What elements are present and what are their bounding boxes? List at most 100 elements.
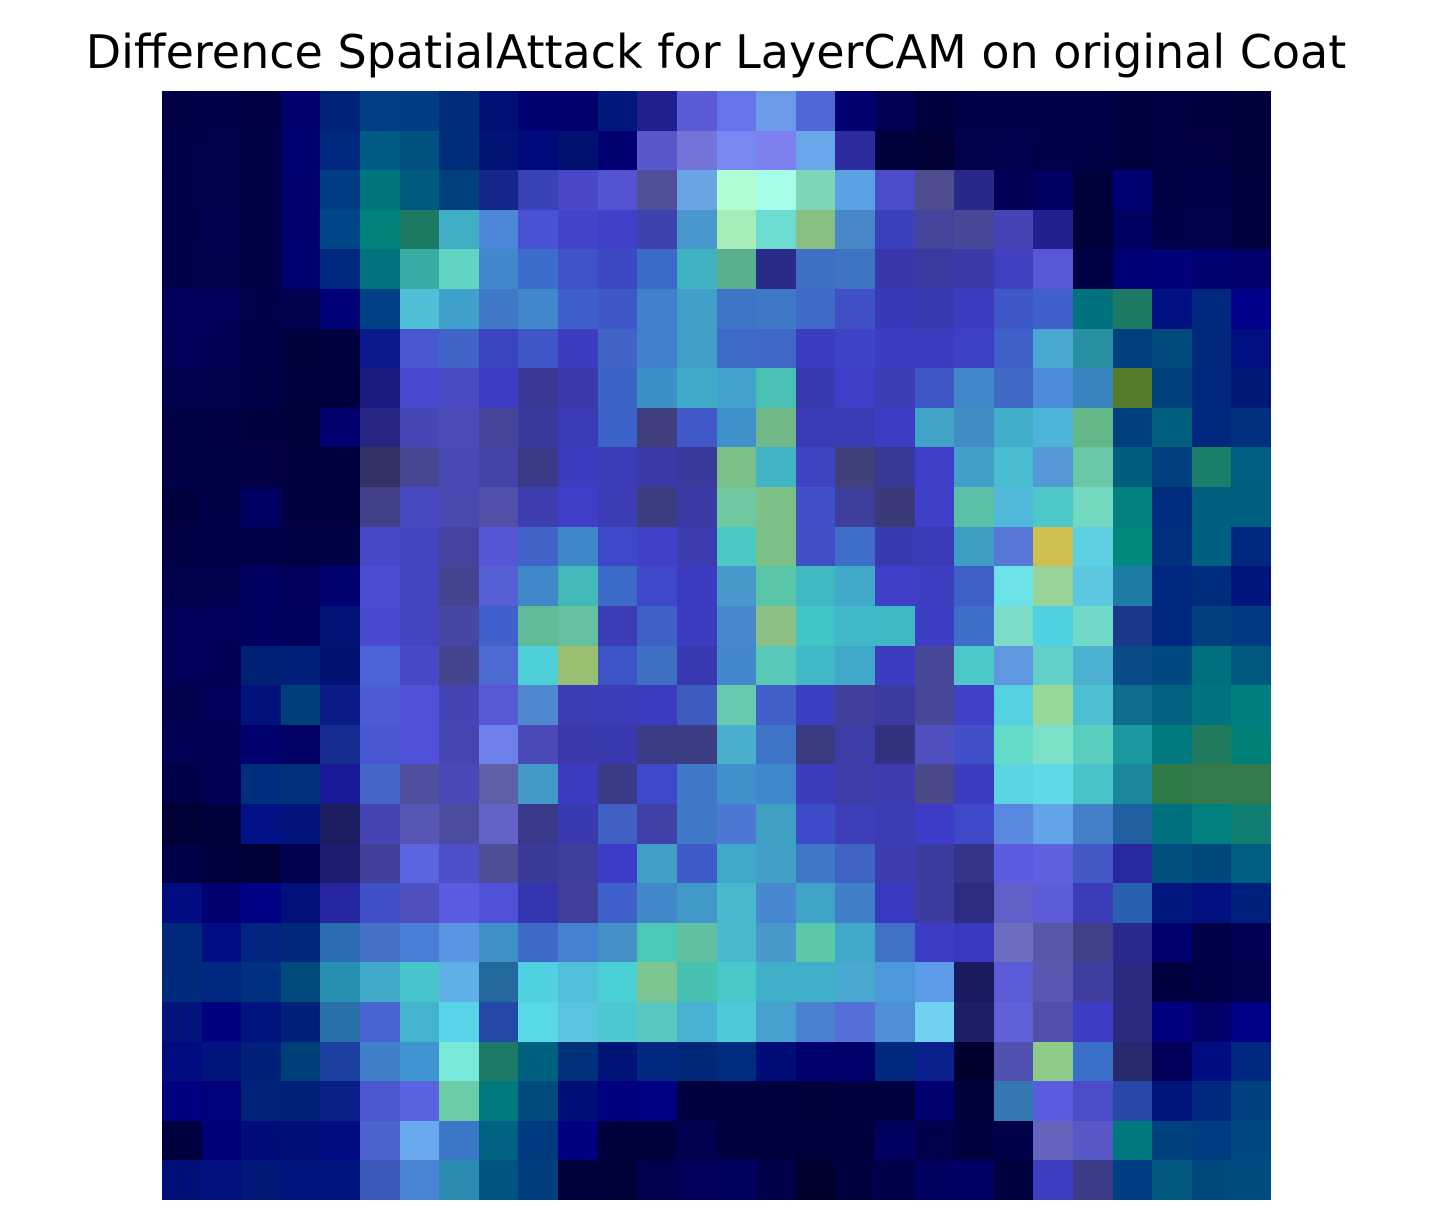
heatmap-cell (1192, 844, 1232, 884)
heatmap-cell (835, 249, 876, 290)
heatmap-cell (796, 527, 836, 567)
heatmap-cell (281, 329, 321, 369)
heatmap-cell (241, 883, 282, 924)
heatmap-cell (915, 923, 955, 963)
heatmap-cell (677, 210, 718, 250)
heatmap-cell (875, 91, 916, 132)
heatmap-cell (1033, 1121, 1074, 1161)
heatmap-cell (1073, 408, 1114, 448)
heatmap-cell (479, 566, 519, 607)
heatmap-cell (994, 764, 1034, 805)
heatmap-cell (320, 368, 361, 409)
heatmap-cell (717, 804, 757, 845)
heatmap-cell (320, 764, 361, 805)
heatmap-cell (677, 883, 718, 924)
heatmap-cell (320, 170, 361, 211)
heatmap-cell (756, 487, 797, 528)
heatmap-cell (915, 1160, 955, 1200)
heatmap-cell (1152, 329, 1193, 369)
heatmap-cell (598, 1042, 638, 1082)
heatmap-cell (954, 408, 995, 448)
heatmap-cell (915, 566, 955, 607)
heatmap-cell (360, 170, 401, 211)
heatmap-cell (518, 923, 559, 963)
heatmap-cell (1073, 447, 1114, 488)
heatmap-cell (1113, 962, 1153, 1003)
heatmap-cell (796, 289, 836, 330)
heatmap-cell (202, 923, 242, 963)
heatmap-cell (954, 883, 995, 924)
heatmap-cell (1192, 210, 1232, 250)
heatmap-cell (1231, 844, 1271, 884)
heatmap-cell (954, 962, 995, 1003)
heatmap-cell (756, 408, 797, 448)
heatmap-cell (360, 923, 401, 963)
heatmap-cell (875, 764, 916, 805)
heatmap-cell (717, 962, 757, 1003)
heatmap-cell (1113, 606, 1153, 647)
heatmap-cell (1073, 883, 1114, 924)
heatmap-cell (1152, 606, 1193, 647)
heatmap-cell (202, 210, 242, 250)
heatmap-cell (162, 249, 203, 290)
heatmap-cell (915, 170, 955, 211)
heatmap-cell (202, 804, 242, 845)
heatmap-cell (875, 447, 916, 488)
heatmap-cell (598, 91, 638, 132)
heatmap-cell (1073, 962, 1114, 1003)
heatmap-cell (954, 606, 995, 647)
heatmap-cell (637, 170, 678, 211)
heatmap-cell (954, 566, 995, 607)
heatmap-cell (756, 1160, 797, 1200)
heatmap-cell (202, 606, 242, 647)
heatmap-cell (360, 804, 401, 845)
heatmap-cell (1231, 646, 1271, 686)
heatmap-cell (281, 1121, 321, 1161)
heatmap-cell (915, 883, 955, 924)
heatmap-cell (439, 289, 480, 330)
heatmap-cell (558, 606, 599, 647)
heatmap-cell (1152, 368, 1193, 409)
heatmap-cell (717, 1042, 757, 1082)
heatmap-cell (677, 91, 718, 132)
heatmap-cell (1231, 249, 1271, 290)
heatmap-cell (637, 329, 678, 369)
heatmap-cell (1113, 646, 1153, 686)
heatmap-cell (598, 1160, 638, 1200)
heatmap-cell (835, 685, 876, 726)
heatmap-cell (202, 131, 242, 171)
heatmap-cell (320, 1160, 361, 1200)
heatmap-cell (281, 606, 321, 647)
heatmap-cell (1192, 646, 1232, 686)
heatmap-cell (677, 1121, 718, 1161)
heatmap-cell (202, 685, 242, 726)
heatmap-cell (518, 249, 559, 290)
heatmap-cell (637, 1081, 678, 1122)
heatmap-cell (1231, 804, 1271, 845)
heatmap-cell (1113, 923, 1153, 963)
heatmap-cell (1113, 566, 1153, 607)
heatmap-cell (637, 646, 678, 686)
heatmap-cell (835, 131, 876, 171)
heatmap-cell (756, 1121, 797, 1161)
heatmap-cell (518, 210, 559, 250)
heatmap-cell (400, 566, 440, 607)
heatmap-cell (915, 844, 955, 884)
heatmap-cell (400, 923, 440, 963)
heatmap-cell (1073, 606, 1114, 647)
heatmap-cell (439, 844, 480, 884)
heatmap-cell (518, 170, 559, 211)
heatmap-cell (281, 368, 321, 409)
heatmap-cell (796, 210, 836, 250)
heatmap-cell (518, 646, 559, 686)
heatmap-cell (360, 606, 401, 647)
heatmap-cell (320, 249, 361, 290)
heatmap-cell (1192, 131, 1232, 171)
heatmap-cell (1113, 408, 1153, 448)
heatmap-cell (558, 170, 599, 211)
heatmap-cell (281, 447, 321, 488)
heatmap-cell (637, 725, 678, 765)
heatmap-cell (875, 170, 916, 211)
heatmap-cell (400, 487, 440, 528)
heatmap-cell (558, 646, 599, 686)
